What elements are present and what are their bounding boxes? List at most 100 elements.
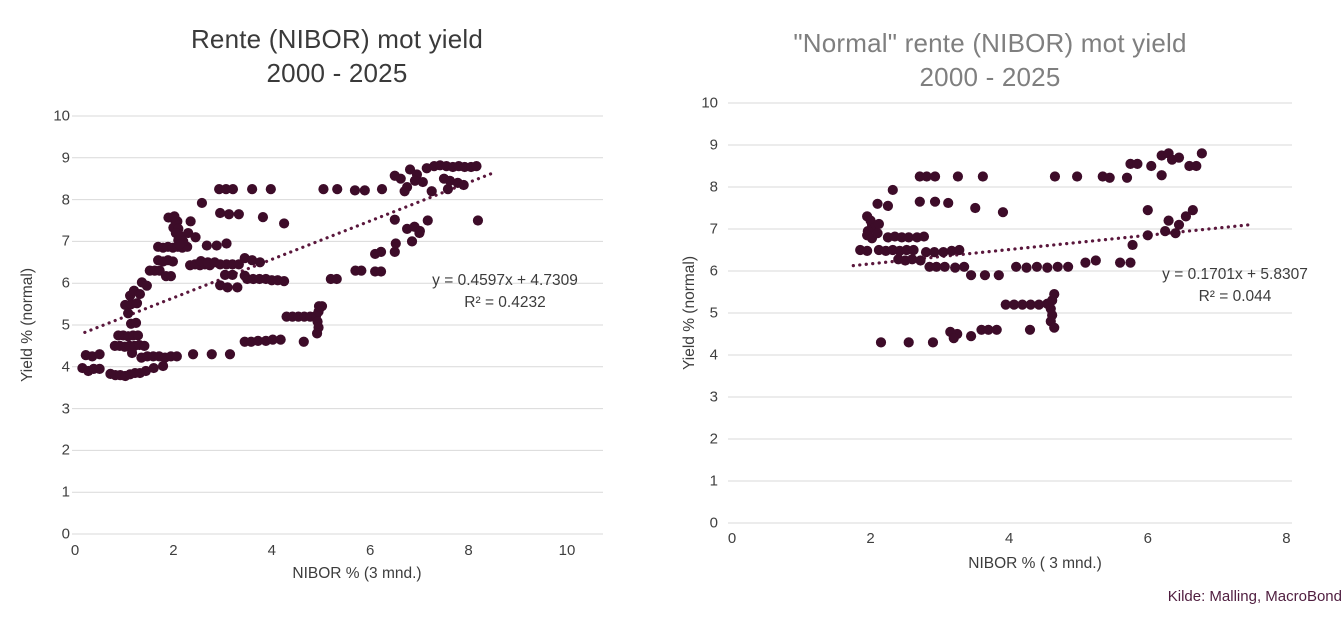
scatter-point — [965, 331, 977, 342]
scatter-point — [318, 184, 329, 195]
y-tick-label: 7 — [709, 220, 718, 238]
x-tick-label: 2 — [866, 530, 875, 547]
scatter-point — [929, 171, 941, 182]
chart-title-line2: 2000 - 2025 — [919, 62, 1061, 92]
scatter-point — [993, 270, 1004, 281]
x-tick-label: 10 — [558, 542, 576, 559]
scatter-point — [359, 185, 370, 196]
scatter-point — [1114, 257, 1126, 268]
scatter-point — [215, 207, 226, 219]
scatter-point — [1017, 299, 1028, 310]
scatter-point — [222, 282, 233, 293]
scatter-point — [206, 349, 217, 360]
x-tick-label: 0 — [70, 542, 80, 559]
scatter-point — [875, 337, 887, 348]
scatter-point — [409, 175, 421, 186]
x-tick-label: 6 — [1143, 530, 1152, 547]
scatter-point — [174, 239, 185, 250]
scatter-point — [417, 176, 428, 188]
y-tick-label: 3 — [61, 400, 70, 418]
scatter-point — [471, 161, 482, 172]
scatter-point — [422, 215, 433, 226]
scatter-point — [1163, 215, 1174, 226]
scatter-point — [123, 308, 134, 319]
y-tick-label: 7 — [61, 232, 70, 250]
scatter-point — [233, 209, 244, 220]
y-tick-label: 0 — [709, 514, 718, 532]
scatter-point — [375, 266, 387, 277]
x-tick-label: 6 — [366, 542, 375, 559]
scatter-point — [965, 270, 977, 281]
scatter-point — [224, 349, 236, 360]
y-tick-label: 10 — [53, 107, 70, 125]
x-tick-label: 8 — [464, 542, 473, 559]
scatter-point — [908, 244, 919, 256]
scatter-point — [1125, 257, 1136, 268]
scatter-point — [247, 184, 258, 195]
scatter-point — [148, 362, 159, 374]
scatter-point — [1080, 257, 1091, 268]
scatter-point — [139, 340, 150, 351]
scatter-point — [1142, 205, 1153, 216]
scatter-point — [991, 324, 1002, 335]
y-tick-label: 3 — [709, 388, 718, 406]
trendline-equation: y = 0.4597x + 4.7309 — [432, 272, 578, 289]
scatter-point — [946, 245, 957, 256]
scatter-point — [1049, 171, 1061, 182]
scatter-point — [954, 244, 965, 256]
scatter-point — [903, 232, 914, 243]
y-tick-label: 10 — [701, 94, 718, 112]
scatter-point — [399, 186, 410, 197]
scatter-point — [279, 218, 290, 229]
scatter-point — [376, 184, 388, 195]
trendline-equation: y = 0.1701x + 5.8307 — [1162, 266, 1308, 283]
scatter-point — [141, 280, 152, 291]
scatter-point — [1072, 171, 1083, 182]
x-tick-label: 4 — [1005, 530, 1014, 547]
scatter-point — [952, 171, 964, 182]
scatter-point — [983, 324, 994, 335]
y-tick-label: 1 — [61, 483, 70, 501]
scatter-point — [444, 175, 456, 186]
scatter-point — [1170, 228, 1181, 239]
scatter-point — [389, 214, 400, 225]
scatter-point — [1156, 170, 1167, 181]
chart-title-line1: Rente (NIBOR) mot yield — [190, 24, 484, 54]
scatter-point — [201, 240, 212, 251]
scatter-point — [332, 184, 343, 195]
scatter-point — [1025, 299, 1036, 310]
scatter-point — [247, 255, 258, 266]
scatter-point — [254, 257, 266, 268]
scatter-point — [472, 215, 484, 226]
y-tick-label: 2 — [61, 441, 70, 459]
scatter-point — [887, 184, 898, 196]
scatter-point — [943, 197, 954, 209]
scatter-point — [948, 333, 959, 344]
scatter-point — [862, 245, 873, 256]
scatter-point — [257, 212, 269, 223]
scatter-point — [279, 276, 290, 287]
scatter-point — [903, 337, 914, 348]
scatter-point — [265, 184, 276, 195]
chart-title-line2: 2000 - 2025 — [266, 58, 408, 88]
scatter-point — [196, 197, 208, 209]
y-tick-label: 6 — [709, 262, 718, 280]
scatter-point — [1049, 322, 1060, 333]
y-tick-label: 4 — [709, 346, 718, 364]
scatter-point — [1196, 148, 1207, 159]
scatter-point — [1180, 211, 1192, 222]
scatter-point — [171, 351, 182, 362]
scatter-point — [131, 298, 143, 309]
scatter-point — [187, 349, 199, 360]
y-axis-title: Yield % (normal) — [19, 268, 36, 382]
chart-title-line1: "Normal" rente (NIBOR) mot yield — [793, 28, 1187, 58]
scatter-point — [252, 335, 264, 346]
scatter-point — [1042, 262, 1053, 273]
scatter-point — [1173, 219, 1185, 230]
x-tick-label: 4 — [267, 542, 276, 559]
x-axis-title: NIBOR % (3 mnd.) — [292, 565, 422, 582]
scatter-point — [1031, 261, 1043, 272]
scatter-point — [918, 231, 930, 242]
scatter-point — [426, 186, 437, 197]
